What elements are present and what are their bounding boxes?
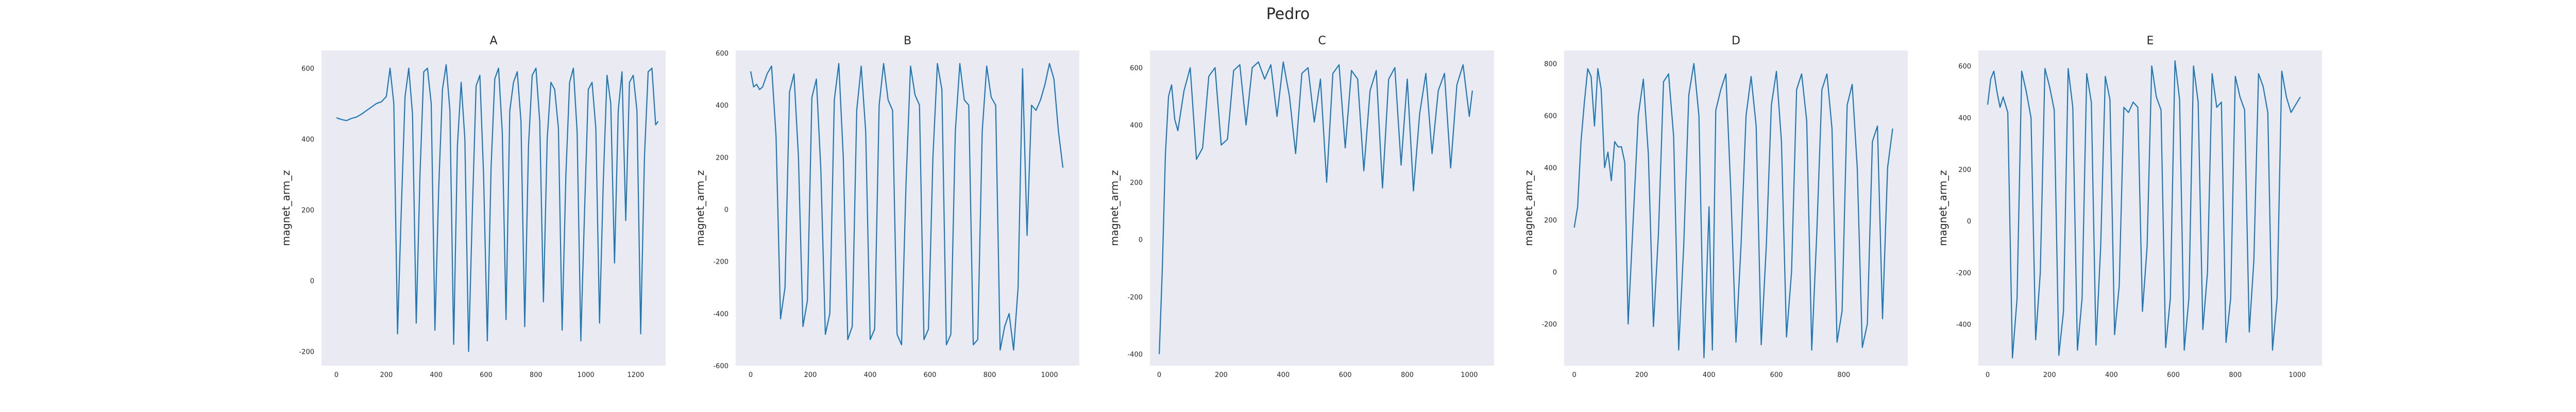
- x-tick-label-b: 1000: [1041, 371, 1058, 379]
- series-line-d: [1573, 63, 1893, 358]
- series-line-e: [1987, 60, 2301, 359]
- plot-area-d: [1564, 50, 1908, 366]
- x-tick-label-e: 0: [1986, 371, 1990, 379]
- x-tick-label-a: 0: [334, 371, 338, 379]
- y-tick-label-e: 600: [1958, 63, 1971, 71]
- y-tick-label-c: 600: [1130, 64, 1143, 72]
- x-tick-label-c: 200: [1215, 371, 1228, 379]
- x-tick-label-c: 800: [1401, 371, 1414, 379]
- y-tick-label-c: 200: [1130, 179, 1143, 187]
- y-axis-label-d: magnet_arm_z: [1522, 170, 1535, 246]
- y-axis-label-e: magnet_arm_z: [1937, 170, 1949, 246]
- x-tick-label-e: 600: [2167, 371, 2180, 379]
- y-tick-label-a: 400: [301, 136, 314, 144]
- x-tick-label-c: 600: [1339, 371, 1352, 379]
- x-tick-label-b: 200: [804, 371, 817, 379]
- y-tick-label-a: -200: [299, 348, 314, 356]
- plot-area-e: [1978, 50, 2322, 366]
- x-tick-label-e: 400: [2105, 371, 2118, 379]
- y-tick-label-e: 0: [1967, 218, 1971, 226]
- x-tick-label-c: 0: [1157, 371, 1161, 379]
- y-tick-label-d: -200: [1541, 321, 1557, 329]
- x-tick-label-b: 0: [749, 371, 753, 379]
- x-tick-label-e: 1000: [2289, 371, 2306, 379]
- x-tick-label-c: 400: [1277, 371, 1290, 379]
- y-tick-label-c: -400: [1127, 351, 1143, 359]
- x-tick-label-a: 1200: [627, 371, 644, 379]
- y-tick-label-d: 0: [1553, 269, 1557, 277]
- figure-title: Pedro: [1266, 5, 1310, 23]
- y-tick-label-b: 0: [724, 207, 728, 214]
- y-tick-label-d: 400: [1544, 165, 1557, 173]
- y-tick-label-e: 200: [1958, 166, 1971, 174]
- y-tick-label-a: 600: [301, 65, 314, 73]
- x-tick-label-b: 600: [924, 371, 937, 379]
- y-tick-label-b: -200: [713, 259, 728, 266]
- y-axis-label-c: magnet_arm_z: [1108, 170, 1121, 246]
- y-axis-label-b: magnet_arm_z: [694, 170, 706, 246]
- x-tick-label-d: 600: [1770, 371, 1783, 379]
- y-tick-label-c: 400: [1130, 122, 1143, 130]
- x-tick-label-a: 800: [530, 371, 543, 379]
- y-tick-label-b: 600: [716, 50, 728, 58]
- x-tick-label-a: 200: [380, 371, 393, 379]
- y-tick-label-e: 400: [1958, 114, 1971, 122]
- y-axis-label-a: magnet_arm_z: [280, 170, 292, 246]
- x-tick-label-d: 0: [1572, 371, 1576, 379]
- y-tick-label-b: -600: [713, 363, 728, 370]
- y-tick-label-b: 400: [716, 102, 728, 110]
- y-tick-label-d: 600: [1544, 112, 1557, 120]
- x-tick-label-d: 200: [1635, 371, 1648, 379]
- x-tick-label-a: 600: [480, 371, 493, 379]
- x-tick-label-a: 1000: [578, 371, 595, 379]
- y-tick-label-a: 200: [301, 207, 314, 214]
- x-tick-label-a: 400: [430, 371, 443, 379]
- chart-title-e: E: [2147, 35, 2154, 47]
- chart-title-a: A: [489, 35, 497, 47]
- y-tick-label-c: 0: [1139, 236, 1143, 244]
- x-tick-label-e: 800: [2229, 371, 2242, 379]
- chart-title-c: C: [1318, 35, 1326, 47]
- x-tick-label-d: 400: [1703, 371, 1716, 379]
- y-tick-label-b: 200: [716, 154, 728, 162]
- y-tick-label-d: 800: [1544, 60, 1557, 68]
- y-tick-label-e: -400: [1956, 321, 1971, 329]
- y-tick-label-d: 200: [1544, 217, 1557, 225]
- y-tick-label-b: -400: [713, 311, 728, 318]
- x-tick-label-c: 1000: [1461, 371, 1478, 379]
- x-tick-label-d: 800: [1837, 371, 1850, 379]
- chart-title-b: B: [904, 35, 911, 47]
- x-tick-label-e: 200: [2043, 371, 2056, 379]
- chart-title-d: D: [1732, 35, 1740, 47]
- series-line-a: [336, 64, 659, 352]
- x-tick-label-b: 800: [984, 371, 996, 379]
- y-tick-label-c: -200: [1127, 294, 1143, 301]
- y-tick-label-e: -200: [1956, 269, 1971, 277]
- series-line-b: [750, 63, 1064, 351]
- y-tick-label-a: 0: [310, 278, 314, 285]
- x-tick-label-b: 400: [864, 371, 877, 379]
- series-line-c: [1159, 61, 1473, 354]
